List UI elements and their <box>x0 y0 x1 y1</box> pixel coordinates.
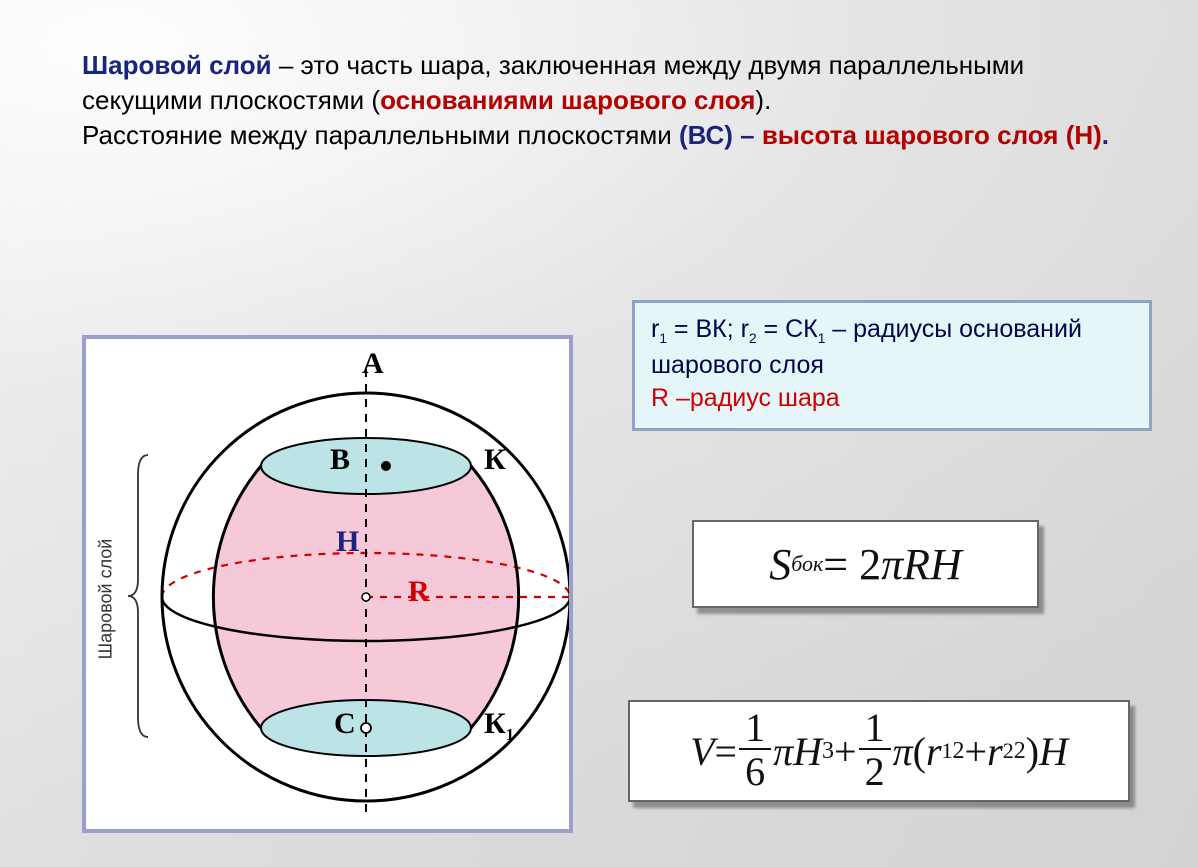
center-dot <box>362 593 370 601</box>
height-term: высота шарового слоя (H) <box>762 120 1102 150</box>
f2-e2a: 2 <box>953 738 965 765</box>
term: Шаровой слой <box>82 50 272 80</box>
r2-sub: 2 <box>749 331 757 346</box>
f1-pi: π <box>881 539 903 590</box>
formula-surface: Sбок = 2πRH <box>692 520 1039 608</box>
point-C-dot <box>361 723 371 733</box>
f2-plus2: + <box>965 728 988 775</box>
eq2: = СК <box>757 315 818 343</box>
f1-sub: бок <box>791 551 823 577</box>
f2-s1: 1 <box>942 738 953 764</box>
line2-end: . <box>1102 120 1109 150</box>
formula-volume: V = 16 πH3 + 12 π(r12 + r22)H <box>628 700 1130 802</box>
sphere-diagram: А В К H R С К1 Шаровой слой <box>82 335 573 833</box>
brace <box>128 455 148 737</box>
point-B-dot <box>381 461 391 471</box>
bases-term: основаниями шарового слоя <box>380 85 755 115</box>
legend-box: r1 = ВК; r2 = СК1 – радиусы оснований ша… <box>632 300 1152 431</box>
line2-dash: – <box>733 120 762 150</box>
f2-V: V <box>690 728 714 775</box>
definition-text: Шаровой слой – это часть шара, заключенн… <box>82 48 1138 153</box>
frac1: 16 <box>739 708 771 794</box>
def-end1: ). <box>755 85 771 115</box>
side-label: Шаровой слой <box>96 539 117 660</box>
f2-s2: 2 <box>1003 738 1014 764</box>
label-K1: К1 <box>484 707 514 745</box>
f2-close: ) <box>1026 728 1039 775</box>
bc-ref: (ВС) <box>679 120 733 150</box>
f1-S: S <box>769 539 791 590</box>
f2-H1: H <box>793 728 822 775</box>
f2-e3: 3 <box>822 738 834 765</box>
f2-pi2: π <box>893 728 913 775</box>
eq1: = ВК; <box>667 315 741 343</box>
diagram-svg <box>86 339 569 829</box>
f2-H2: H <box>1039 728 1068 775</box>
f2-plus: + <box>834 728 857 775</box>
r1-sub: 1 <box>659 331 667 346</box>
side-label-wrap: Шаровой слой <box>92 459 120 739</box>
f2-open: ( <box>913 728 926 775</box>
label-C: С <box>334 707 356 741</box>
f1-eq: = 2 <box>823 539 881 590</box>
label-R: R <box>408 575 430 609</box>
label-B: В <box>330 443 350 477</box>
line2a: Расстояние между параллельными плоскостя… <box>82 120 679 150</box>
f2-eq: = <box>715 728 738 775</box>
f2-pi1: π <box>773 728 793 775</box>
label-H: H <box>336 525 359 559</box>
label-K: К <box>484 443 506 477</box>
f2-r2: r <box>987 728 1003 775</box>
label-A: А <box>362 347 384 381</box>
f2-e2b: 2 <box>1014 738 1026 765</box>
legend-R: R –радиус шара <box>651 384 840 412</box>
r2: r <box>741 315 749 343</box>
f2-r1: r <box>926 728 942 775</box>
f1-RH: RH <box>903 539 962 590</box>
frac2: 12 <box>859 708 891 794</box>
